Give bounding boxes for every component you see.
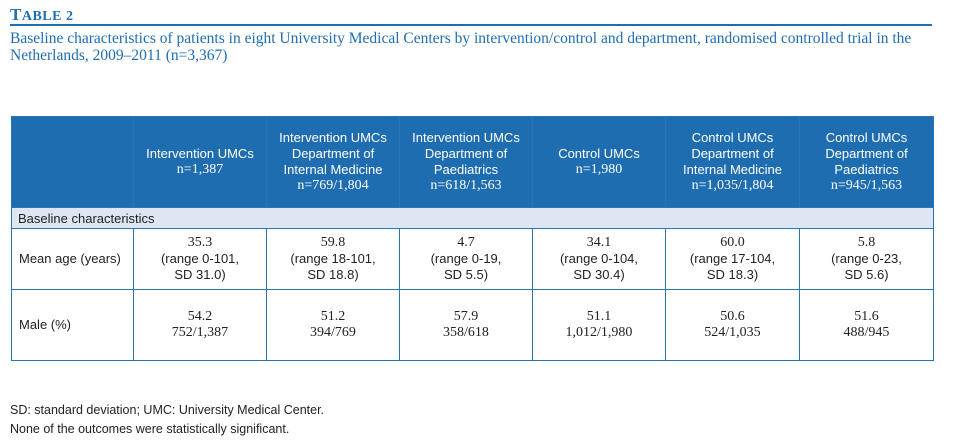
cell-range: (range 0-101, [160, 251, 240, 266]
cell-fraction: 1,012/1,980 [565, 325, 633, 340]
col-header: Intervention UMCs Department of Paediatr… [399, 116, 533, 208]
cell-fraction: 488/945 [843, 325, 890, 340]
col-header-title: Control UMCs Department of Paediatrics [825, 130, 908, 177]
cell-value: 35.3 [187, 235, 213, 250]
col-header-title: Intervention UMCs [146, 146, 254, 161]
col-header-title: Intervention UMCs Department of Paediatr… [412, 130, 520, 177]
table-row: Male (%) 54.2 752/1,387 51.2 394/769 57.… [11, 289, 934, 361]
footnote-significance: None of the outcomes were statistically … [10, 422, 290, 436]
cell-value: 5.8 [857, 235, 876, 250]
table-label: TABLE 2 [10, 5, 73, 25]
cell-sd: SD 31.0) [174, 267, 226, 282]
row-label: Male (%) [11, 289, 134, 361]
cell-range: (range 0-19, [430, 251, 502, 266]
col-header: Control UMCs Department of Internal Medi… [665, 116, 800, 208]
cell-percent: 54.2 [187, 309, 213, 324]
header-row: Intervention UMCs n=1,387 Intervention U… [11, 116, 934, 208]
table-cell: 4.7 (range 0-19, SD 5.5) [399, 228, 533, 290]
baseline-table: Intervention UMCs n=1,387 Intervention U… [11, 116, 934, 361]
cell-sd: SD 5.5) [443, 267, 489, 282]
cell-value: 59.8 [320, 235, 346, 250]
table-cell: 51.2 394/769 [266, 289, 400, 361]
cell-range: (range 17-104, [689, 251, 776, 266]
table-cell: 35.3 (range 0-101, SD 31.0) [133, 228, 267, 290]
col-header-n: n=769/1,804 [297, 178, 369, 193]
table-label-rest: ABLE 2 [21, 9, 74, 24]
cell-percent: 51.2 [320, 309, 346, 324]
table-cell: 50.6 524/1,035 [665, 289, 800, 361]
cell-percent: 51.1 [586, 309, 612, 324]
cell-percent: 57.9 [453, 309, 479, 324]
col-header-n: n=1,980 [575, 162, 623, 177]
col-header: Intervention UMCs Department of Internal… [266, 116, 400, 208]
cell-fraction: 524/1,035 [704, 325, 761, 340]
cell-range: (range 18-101, [290, 251, 376, 266]
table-label-initial: T [10, 5, 22, 24]
cell-sd: SD 18.3) [706, 267, 759, 282]
row-label: Mean age (years) [11, 228, 134, 290]
section-row: Baseline characteristics [11, 207, 934, 229]
table-cell: 60.0 (range 17-104, SD 18.3) [665, 228, 800, 290]
cell-fraction: 358/618 [443, 325, 489, 340]
col-header-title: Intervention UMCs Department of Internal… [279, 130, 387, 177]
cell-value: 34.1 [586, 235, 612, 250]
cell-value: 60.0 [720, 235, 745, 250]
label-rule [10, 24, 932, 26]
cell-percent: 50.6 [720, 309, 745, 324]
table-cell: 51.1 1,012/1,980 [532, 289, 666, 361]
table-cell: 51.6 488/945 [799, 289, 934, 361]
footnote-abbreviations: SD: standard deviation; UMC: University … [10, 403, 325, 417]
table-cell: 5.8 (range 0-23, SD 5.6) [799, 228, 934, 290]
col-header-n: n=1,035/1,804 [691, 178, 774, 193]
col-header-title: Control UMCs [558, 146, 640, 161]
col-header-title: Control UMCs Department of Internal Medi… [683, 130, 782, 177]
cell-fraction: 752/1,387 [171, 325, 229, 340]
cell-value: 4.7 [457, 235, 475, 250]
cell-percent: 51.6 [854, 309, 879, 324]
cell-range: (range 0-104, [559, 251, 639, 266]
header-corner [11, 116, 134, 208]
table-cell: 54.2 752/1,387 [133, 289, 267, 361]
table-row: Mean age (years) 35.3 (range 0-101, SD 3… [11, 228, 934, 290]
col-header: Intervention UMCs n=1,387 [133, 116, 267, 208]
col-header: Control UMCs n=1,980 [532, 116, 666, 208]
cell-sd: SD 30.4) [573, 267, 625, 282]
table-cell: 59.8 (range 18-101, SD 18.8) [266, 228, 400, 290]
col-header: Control UMCs Department of Paediatrics n… [799, 116, 934, 208]
cell-range: (range 0-23, [831, 251, 902, 266]
col-header-n: n=618/1,563 [430, 178, 502, 193]
cell-sd: SD 18.8) [307, 267, 359, 282]
section-label: Baseline characteristics [11, 207, 934, 229]
table-cell: 57.9 358/618 [399, 289, 533, 361]
cell-sd: SD 5.6) [844, 267, 889, 282]
col-header-n: n=1,387 [176, 162, 224, 177]
col-header-n: n=945/1,563 [830, 178, 903, 193]
table-cell: 34.1 (range 0-104, SD 30.4) [532, 228, 666, 290]
table-caption: Baseline characteristics of patients in … [10, 30, 912, 64]
cell-fraction: 394/769 [310, 325, 356, 340]
